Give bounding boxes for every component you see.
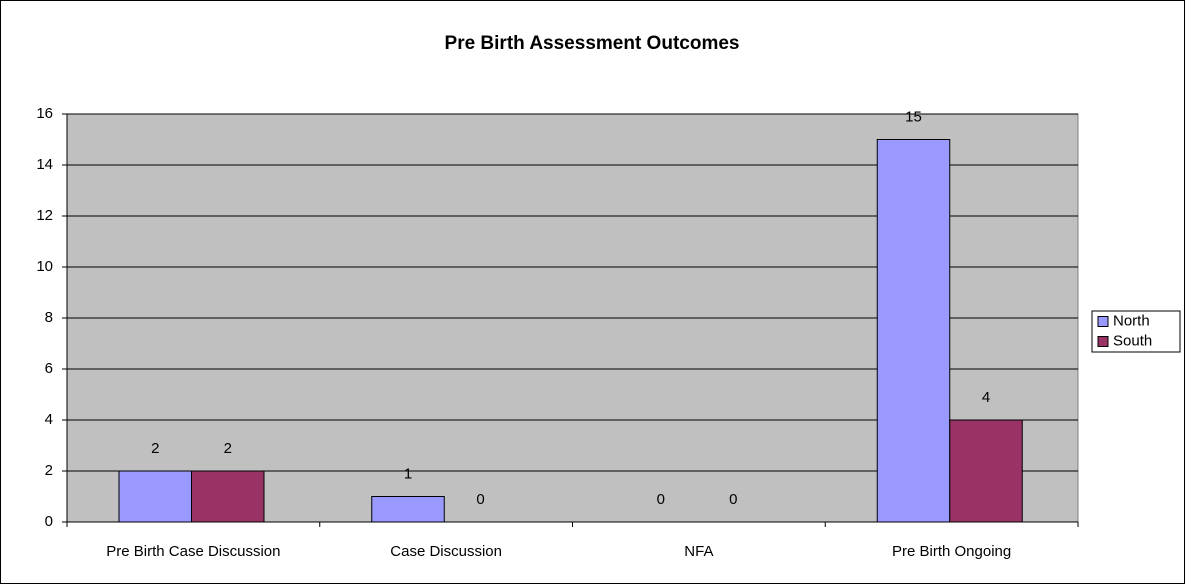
x-tick-label: Case Discussion <box>390 543 502 560</box>
x-tick-label: Pre Birth Ongoing <box>892 543 1011 560</box>
data-label: 1 <box>404 465 412 482</box>
y-tick-label: 4 <box>45 411 53 428</box>
data-label: 15 <box>905 108 922 125</box>
bar <box>118 470 192 523</box>
bar <box>949 419 1023 523</box>
data-label: 4 <box>982 389 990 406</box>
data-label: 2 <box>224 440 232 457</box>
data-label: 0 <box>729 491 737 508</box>
x-tick-label: Pre Birth Case Discussion <box>106 543 280 560</box>
data-label: 0 <box>476 491 484 508</box>
data-label: 0 <box>657 491 665 508</box>
legend-label: South <box>1113 332 1152 349</box>
y-tick-label: 2 <box>45 462 53 479</box>
y-tick-label: 8 <box>45 309 53 326</box>
chart-title: Pre Birth Assessment Outcomes <box>445 33 740 54</box>
y-tick-label: 0 <box>45 513 53 530</box>
legend-swatch <box>1097 336 1109 347</box>
bar <box>191 470 265 523</box>
y-tick-label: 16 <box>36 105 53 122</box>
y-tick-label: 6 <box>45 360 53 377</box>
bar <box>371 496 445 523</box>
y-tick-label: 10 <box>36 258 53 275</box>
legend-swatch <box>1097 316 1109 327</box>
x-tick-label: NFA <box>684 543 713 560</box>
y-tick-label: 12 <box>36 207 53 224</box>
legend-label: North <box>1113 312 1150 329</box>
y-tick-label: 14 <box>36 156 53 173</box>
bar <box>876 139 951 523</box>
data-label: 2 <box>151 440 159 457</box>
